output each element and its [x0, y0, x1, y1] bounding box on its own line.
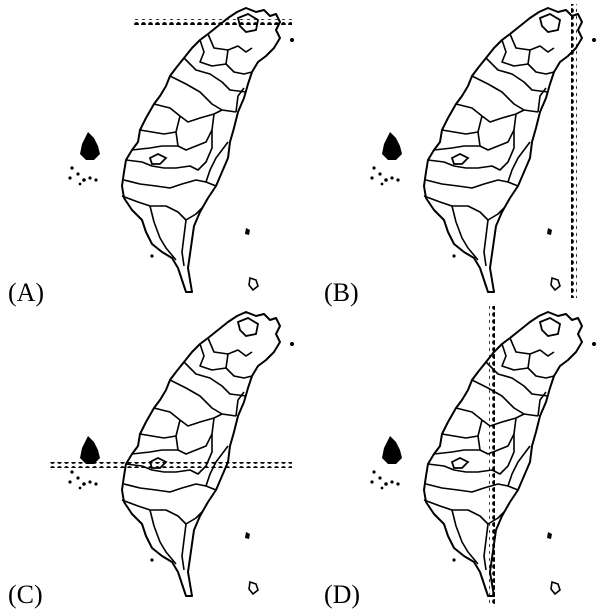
- panel-c: (C): [0, 304, 301, 608]
- dotted-line-d: [489, 306, 495, 606]
- taiwan-map-a: [67, 7, 296, 293]
- dotted-line-c: [50, 462, 292, 468]
- dotted-line-b: [571, 4, 577, 298]
- panel-label-c: (C): [8, 580, 43, 609]
- panel-b: (B): [302, 0, 603, 307]
- panel-d: (D): [302, 304, 603, 608]
- panel-a: (A): [0, 0, 301, 307]
- taiwan-map-b: [369, 4, 597, 298]
- panel-label-b: (B): [324, 278, 359, 307]
- panel-label-a: (A): [8, 278, 45, 307]
- panel-label-d: (D): [324, 580, 361, 609]
- taiwan-map-d: [369, 306, 597, 606]
- dotted-line-a: [132, 19, 292, 25]
- taiwan-map-c: [50, 311, 296, 597]
